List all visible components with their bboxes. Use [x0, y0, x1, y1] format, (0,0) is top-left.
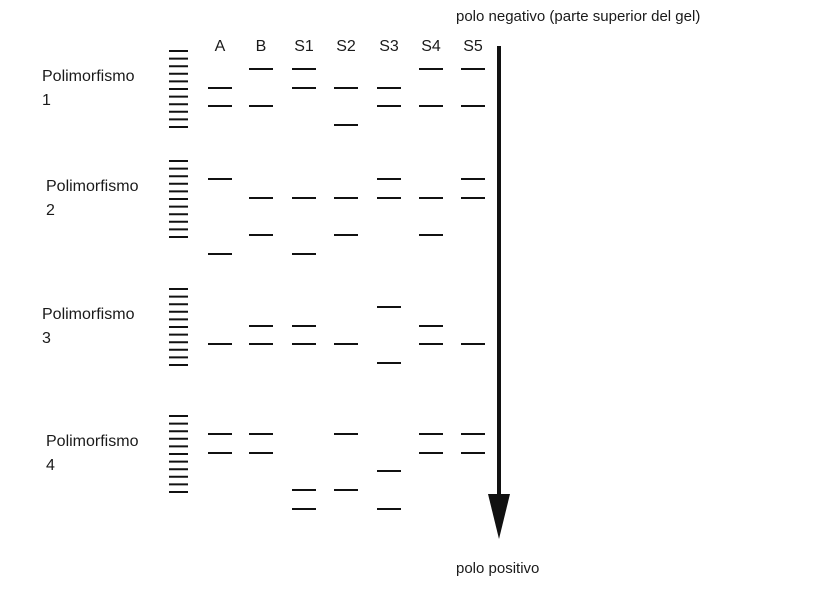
negative-pole-label: polo negativo (parte superior del gel): [456, 8, 700, 25]
polymorphism-block-4: Polimorfismo 4: [46, 416, 485, 509]
polymorphism-label: Polimorfismo: [46, 433, 139, 450]
polymorphism-block-1: Polimorfismo 1: [42, 51, 485, 127]
polymorphism-number: 4: [46, 457, 55, 474]
polymorphism-block-2: Polimorfismo 2: [46, 161, 485, 254]
polymorphism-number: 3: [42, 330, 51, 347]
lane-labels: A B S1 S2 S3 S4 S5: [215, 38, 483, 55]
lane-label-s3: S3: [379, 38, 399, 55]
polymorphism-label: Polimorfismo: [42, 306, 135, 323]
polymorphism-label: Polimorfismo: [46, 178, 139, 195]
lane-label-s2: S2: [336, 38, 356, 55]
polymorphism-number: 1: [42, 92, 51, 109]
lane-label-s5: S5: [463, 38, 483, 55]
polymorphism-blocks: Polimorfismo1Polimorfismo2Polimorfismo3P…: [42, 51, 485, 509]
polymorphism-number: 2: [46, 202, 55, 219]
polymorphism-label: Polimorfismo: [42, 68, 135, 85]
lane-label-s4: S4: [421, 38, 441, 55]
positive-pole-label: polo positivo: [456, 560, 539, 577]
migration-arrow-head-icon: [488, 494, 510, 539]
lane-label-b: B: [256, 38, 267, 55]
polymorphism-block-3: Polimorfismo 3: [42, 289, 485, 365]
lane-label-a: A: [215, 38, 226, 55]
lane-label-s1: S1: [294, 38, 314, 55]
